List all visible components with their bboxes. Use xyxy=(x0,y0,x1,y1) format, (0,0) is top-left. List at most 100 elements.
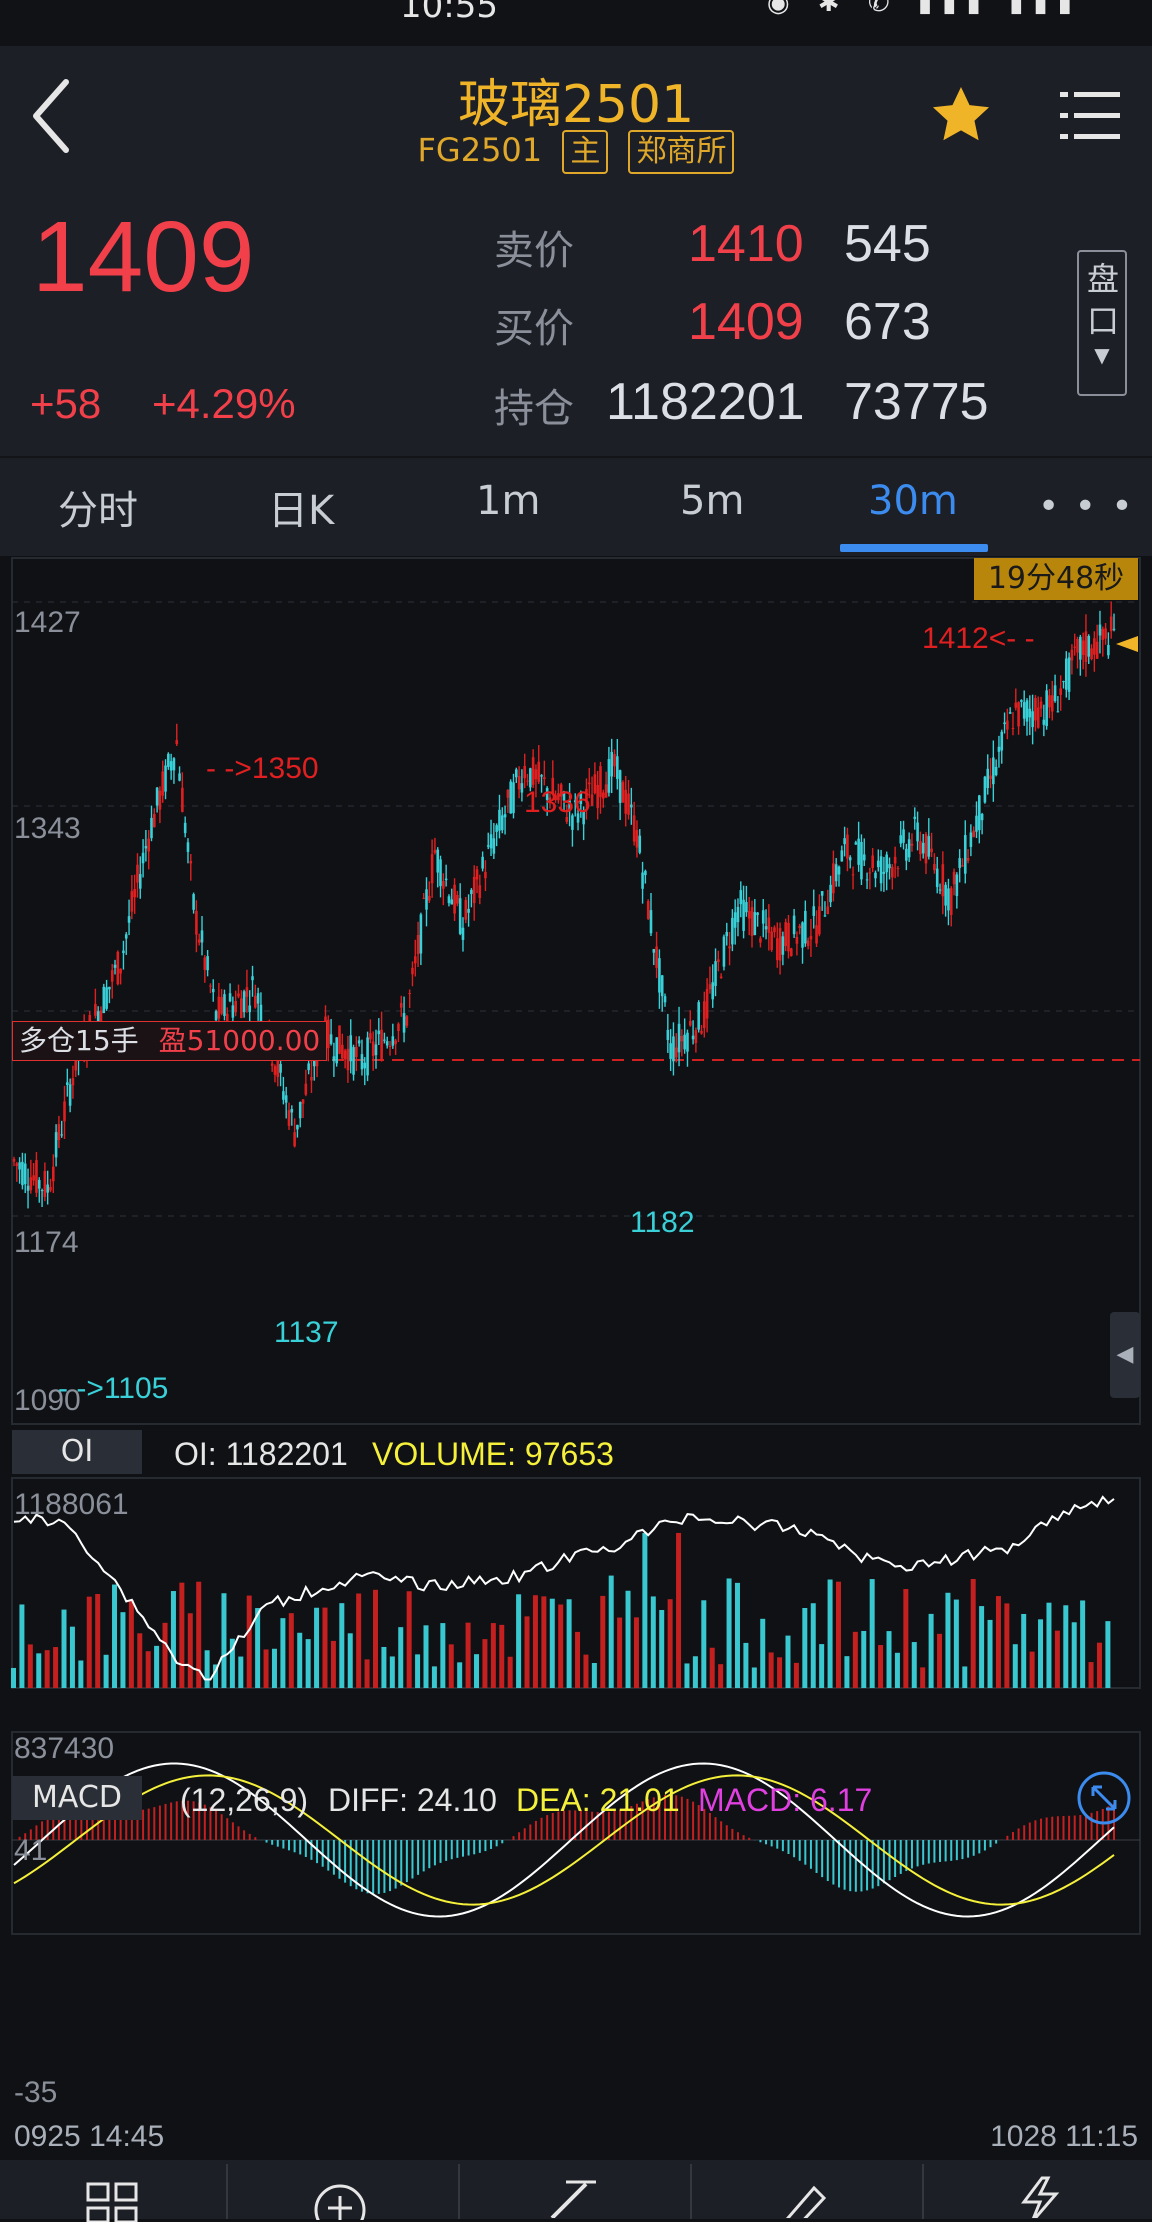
candle-body xyxy=(1000,732,1003,751)
candle-body xyxy=(69,1084,72,1105)
edit-icon[interactable] xyxy=(780,2178,836,2218)
star-icon[interactable] xyxy=(928,82,994,148)
macd-bar xyxy=(804,1840,806,1865)
macd-bar xyxy=(282,1840,284,1849)
menu-icon[interactable] xyxy=(1060,88,1120,144)
macd-bar xyxy=(417,1840,419,1875)
macd-bar xyxy=(883,1840,885,1883)
candle-body xyxy=(787,923,790,952)
volume-bar xyxy=(205,1650,210,1688)
volume-bar xyxy=(499,1625,504,1688)
more-tabs-button[interactable]: • • • xyxy=(1038,486,1135,527)
macd-bar xyxy=(1018,1828,1020,1840)
volume-bar xyxy=(844,1656,849,1688)
candle-body xyxy=(841,850,844,861)
candle-body xyxy=(1048,695,1051,707)
candle-body xyxy=(998,747,1001,752)
candle-body xyxy=(647,901,650,919)
candle-body xyxy=(481,857,484,869)
tab-30m[interactable]: 30m xyxy=(868,478,958,524)
candle-body xyxy=(866,879,869,880)
volume-bar xyxy=(659,1610,664,1688)
candle-body xyxy=(1104,628,1107,638)
candle-body xyxy=(397,1024,400,1031)
flash-order-icon[interactable] xyxy=(1012,2176,1068,2218)
macd-bar xyxy=(990,1840,992,1847)
position-pnl: 盈51000.00 xyxy=(159,1024,321,1057)
grid-icon[interactable] xyxy=(86,2182,142,2222)
collapse-side-icon[interactable]: ◀ xyxy=(1110,1312,1140,1398)
candle-body xyxy=(953,872,956,885)
main-contract-badge: 主 xyxy=(562,130,608,174)
tab-5m[interactable]: 5m xyxy=(680,478,744,524)
candle-body xyxy=(1029,709,1032,718)
candle-body xyxy=(493,838,496,853)
candle-body xyxy=(1085,631,1088,662)
candle-body xyxy=(282,1091,285,1100)
volume-bar xyxy=(87,1597,92,1688)
expand-icon[interactable] xyxy=(1076,1770,1132,1826)
candle-body xyxy=(403,1013,406,1032)
candle-body xyxy=(838,867,841,875)
candle-body xyxy=(411,968,414,974)
macd-indicator-tag[interactable]: MACD xyxy=(12,1776,142,1820)
sell-price: 1410 xyxy=(688,214,804,274)
volume-bar xyxy=(878,1645,883,1688)
macd-bar xyxy=(451,1840,453,1859)
tab-daily-k[interactable]: 日K xyxy=(268,478,334,536)
candle-body xyxy=(1087,636,1090,657)
candle-body xyxy=(942,864,945,896)
macd-bar xyxy=(484,1840,486,1851)
volume-bar xyxy=(179,1583,184,1688)
candle-body xyxy=(102,987,105,1013)
macd-bar xyxy=(1029,1823,1031,1840)
candle-body xyxy=(599,766,602,797)
candle-body xyxy=(175,740,178,744)
candle-body xyxy=(509,782,512,814)
candle-body xyxy=(532,757,535,785)
candle-body xyxy=(408,993,411,994)
candle-body xyxy=(672,1036,675,1061)
candle-body xyxy=(762,910,765,923)
macd-bar xyxy=(872,1840,874,1889)
candle-body xyxy=(650,910,653,933)
tab-timeshare[interactable]: 分时 xyxy=(58,478,138,536)
candle-body xyxy=(540,775,543,776)
candle-body xyxy=(1051,695,1054,711)
macd-bar xyxy=(984,1840,986,1850)
candle-body xyxy=(883,872,886,874)
volume-bar xyxy=(971,1579,976,1688)
candle-body xyxy=(739,890,742,904)
candle-body xyxy=(375,1044,378,1055)
macd-bar xyxy=(535,1821,537,1840)
volume-bar xyxy=(912,1642,917,1688)
candle-body xyxy=(619,770,622,803)
order-book-toggle[interactable]: 盘口 ▼ xyxy=(1077,250,1127,396)
candle-body xyxy=(431,854,434,883)
macd-bar xyxy=(1012,1832,1014,1840)
oi-indicator-tag[interactable]: OI xyxy=(12,1430,142,1474)
candle-body xyxy=(754,912,757,935)
macd-bar xyxy=(1068,1816,1070,1840)
candle-body xyxy=(832,863,835,893)
candle-body xyxy=(930,849,933,852)
tab-1m[interactable]: 1m xyxy=(476,478,540,524)
annotation-peak: - ->1350 xyxy=(206,752,319,786)
candle-body xyxy=(790,948,793,955)
draw-line-icon[interactable] xyxy=(546,2178,602,2218)
volume-bar xyxy=(339,1603,344,1688)
add-order-icon[interactable] xyxy=(312,2180,368,2220)
macd-bar xyxy=(468,1840,470,1856)
volume-bar xyxy=(617,1618,622,1688)
date-end: 1028 11:15 xyxy=(990,2120,1138,2154)
candle-body xyxy=(49,1187,52,1191)
candle-body xyxy=(885,855,888,873)
position-badge[interactable]: 多仓15手盈51000.00 xyxy=(12,1021,327,1061)
candle-body xyxy=(187,842,190,852)
candle-body xyxy=(335,1037,338,1063)
candle-body xyxy=(347,1049,350,1070)
candle-body xyxy=(812,906,815,916)
macd-bar xyxy=(165,1804,167,1840)
macd-bar xyxy=(922,1840,924,1865)
volume-bar xyxy=(449,1644,454,1688)
